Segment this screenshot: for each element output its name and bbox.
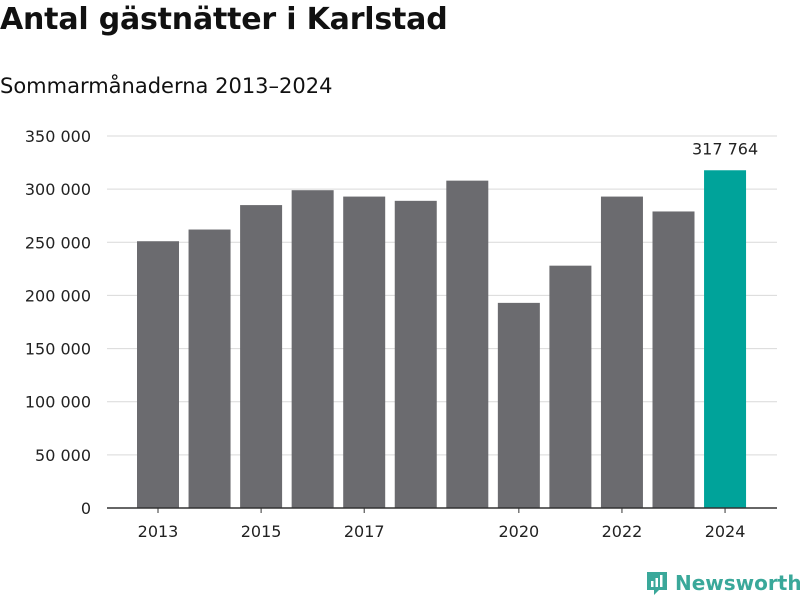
bar-2021: [549, 265, 592, 508]
bar-2023: [652, 211, 695, 508]
x-tick-label: 2022: [602, 522, 643, 541]
y-tick-label: 300 000: [25, 180, 91, 199]
x-tick-label: 2020: [498, 522, 539, 541]
y-tick-label: 250 000: [25, 233, 91, 252]
newsworthy-logo-text: Newsworthy: [675, 571, 800, 595]
y-tick-label: 350 000: [25, 127, 91, 146]
y-tick-label: 150 000: [25, 340, 91, 359]
x-tick-label: 2013: [138, 522, 179, 541]
bar-2019: [446, 180, 489, 508]
y-tick-label: 0: [81, 499, 91, 518]
newsworthy-logo: Newsworthy: [645, 570, 800, 596]
data-label: 317 764: [692, 139, 758, 158]
bar-2020: [497, 302, 540, 508]
chart-subtitle: Sommarmånaderna 2013–2024: [0, 74, 333, 98]
bar-chart: 0 50 000 100 000 150 000 200 000 250 000 300 0…: [25, 127, 777, 541]
x-tick-label: 2017: [344, 522, 385, 541]
y-tick-label: 100 000: [25, 393, 91, 412]
x-tick-label: 2024: [705, 522, 746, 541]
x-tick-label: 2015: [241, 522, 282, 541]
bar-2013: [137, 241, 179, 509]
bar-2018: [394, 200, 437, 508]
chart-title: Antal gästnätter i Karlstad: [0, 2, 448, 37]
bar-2016: [291, 190, 334, 508]
bar-2014: [188, 229, 231, 508]
bar-2024: [704, 170, 747, 508]
bar-2022: [600, 196, 643, 508]
newsworthy-logo-icon: [647, 572, 667, 595]
bar-2015: [240, 205, 283, 509]
bar-2017: [343, 196, 386, 508]
y-tick-label: 50 000: [35, 446, 91, 465]
y-tick-label: 200 000: [25, 286, 91, 305]
